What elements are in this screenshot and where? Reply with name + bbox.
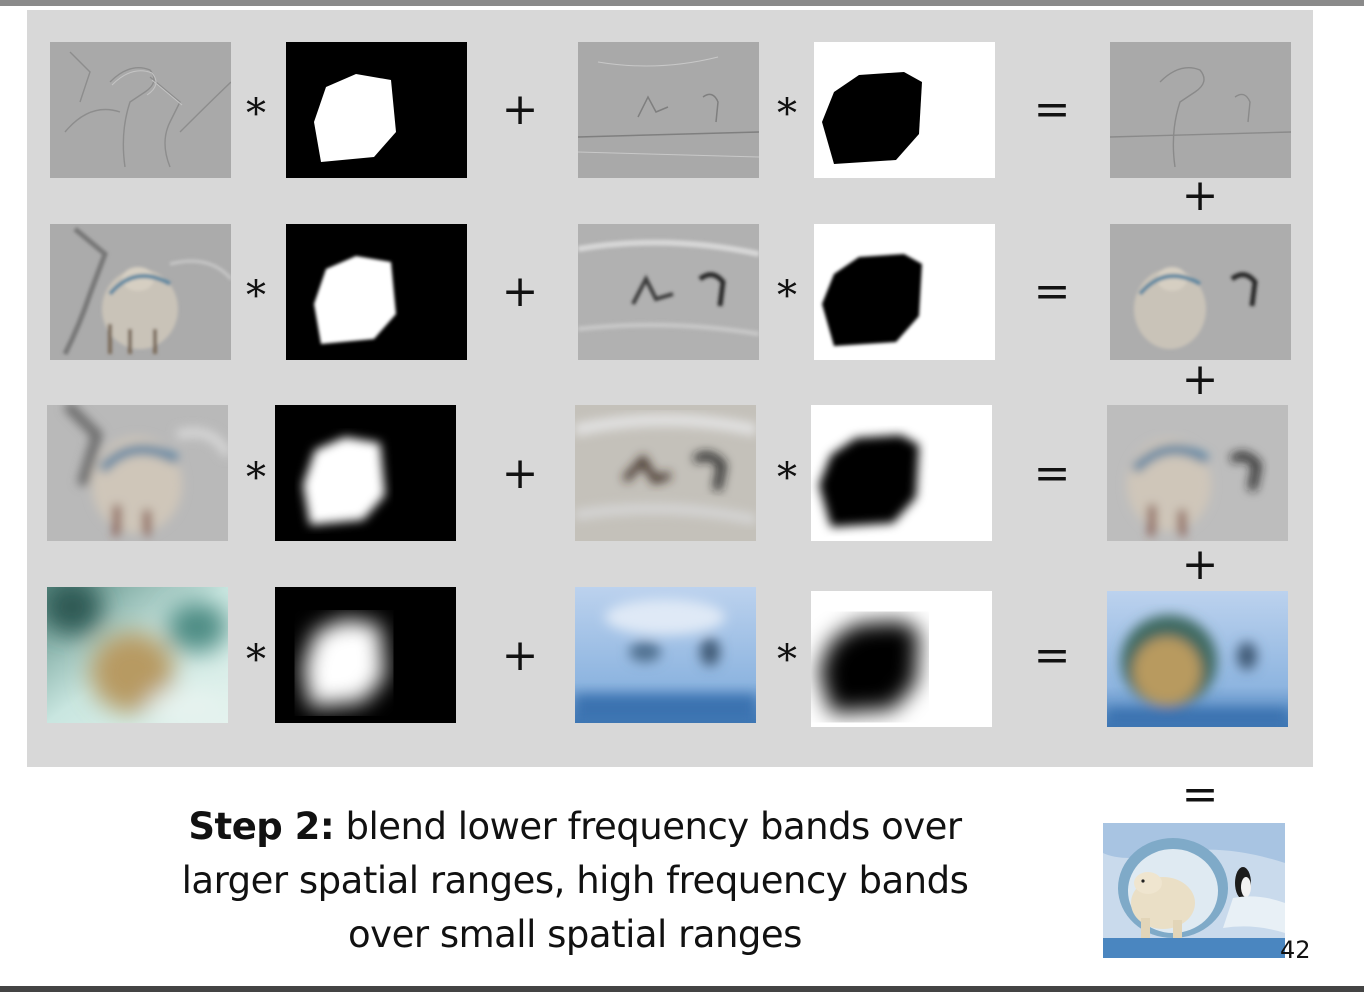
bear-band-row4	[47, 587, 228, 723]
blended-band-row4	[1107, 591, 1288, 727]
mask-bear-row3	[275, 405, 456, 541]
plus-operator: +	[501, 630, 539, 681]
multiply-operator: *	[246, 455, 266, 501]
mask-penguin-row3	[811, 405, 992, 541]
bear-band-row3	[47, 405, 228, 541]
penguin-band-row2	[578, 224, 759, 360]
top-rule	[0, 0, 1364, 6]
bear-band-row2	[50, 224, 231, 360]
caption-line-2: larger spatial ranges, high frequency ba…	[181, 859, 969, 902]
equals-operator: =	[1033, 84, 1071, 135]
equals-operator: =	[1033, 266, 1071, 317]
plus-operator: +	[1181, 539, 1219, 590]
mask-bear-row4	[275, 587, 456, 723]
multiply-operator: *	[777, 637, 797, 683]
equals-operator: =	[1033, 630, 1071, 681]
penguin-band-row3	[575, 405, 756, 541]
bottom-rule	[0, 986, 1364, 992]
multiply-operator: *	[246, 91, 266, 137]
caption-line-1-text: blend lower frequency bands over	[334, 805, 962, 848]
multiply-operator: *	[777, 91, 797, 137]
caption-step-label: Step 2:	[188, 805, 335, 848]
blended-band-row2	[1110, 224, 1291, 360]
penguin-band-row4	[575, 587, 756, 723]
blended-band-row3	[1107, 405, 1288, 541]
plus-operator: +	[501, 266, 539, 317]
caption-line-1: Step 2: blend lower frequency bands over	[130, 800, 1020, 854]
penguin-band-row1	[578, 42, 759, 178]
equals-operator: =	[1033, 448, 1071, 499]
multiply-operator: *	[246, 273, 266, 319]
plus-operator: +	[501, 448, 539, 499]
multiply-operator: *	[246, 637, 266, 683]
caption-line-3: over small spatial ranges	[348, 913, 802, 956]
bear-band-row1	[50, 42, 231, 178]
plus-operator: +	[501, 84, 539, 135]
multiply-operator: *	[777, 455, 797, 501]
blended-band-row1	[1110, 42, 1291, 178]
mask-penguin-row2	[814, 224, 995, 360]
mask-bear-row2	[286, 224, 467, 360]
multiply-operator: *	[777, 273, 797, 319]
slide-caption: Step 2: blend lower frequency bands over…	[130, 800, 1020, 962]
plus-operator: +	[1181, 170, 1219, 221]
mask-penguin-row1	[814, 42, 995, 178]
equals-operator: =	[1181, 769, 1219, 820]
plus-operator: +	[1181, 354, 1219, 405]
mask-bear-row1	[286, 42, 467, 178]
slide-number: 42	[1280, 936, 1311, 964]
final-blended-image	[1103, 823, 1285, 958]
mask-penguin-row4	[811, 591, 992, 727]
